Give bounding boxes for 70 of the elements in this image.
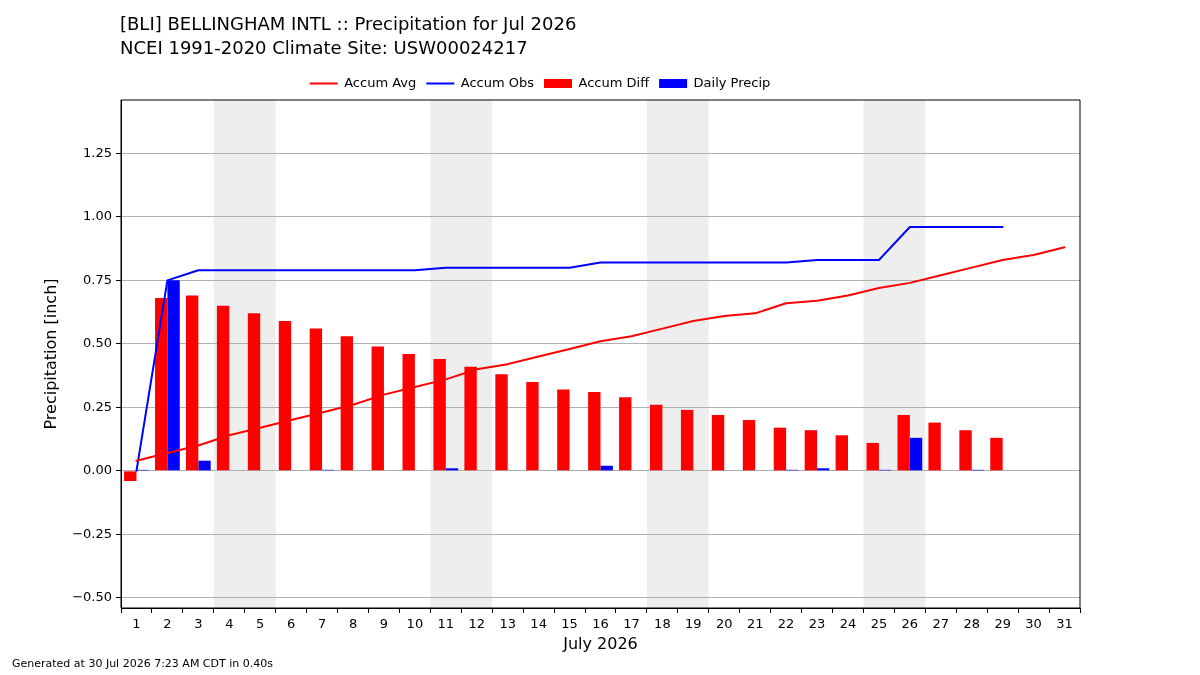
- bar: [959, 430, 972, 471]
- bar: [817, 468, 830, 471]
- x-tick-label: 11: [437, 616, 455, 632]
- x-tick-label: 15: [561, 616, 578, 632]
- bar: [526, 381, 539, 471]
- y-tick-label: 1.00: [83, 208, 112, 224]
- x-tick-label: 6: [287, 616, 296, 632]
- text: Generated at 30 Jul 2026 7:23 AM CDT in 0.40s: [12, 657, 273, 671]
- x-tick-label: 1: [132, 616, 141, 632]
- bar: [990, 437, 1003, 471]
- x-tick-label: 5: [256, 616, 265, 632]
- x-tick-label: 23: [808, 616, 826, 632]
- y-tick-label: 0.50: [83, 335, 112, 351]
- x-axis-title: July 2026: [562, 633, 638, 653]
- x-tick-label: 13: [499, 616, 516, 632]
- x-tick-label: 16: [592, 616, 609, 632]
- x-tick-label: 30: [1025, 616, 1042, 632]
- y-tick-label: 1.25: [83, 144, 112, 160]
- bar: [495, 374, 508, 471]
- bar: [711, 414, 725, 471]
- x-tick-label: 31: [1056, 616, 1073, 632]
- x-tick-label: 22: [777, 616, 795, 632]
- bar: [680, 409, 694, 471]
- bar: [619, 397, 632, 471]
- bar: [124, 471, 137, 481]
- bar: [445, 468, 459, 471]
- x-tick-label: 17: [623, 616, 640, 632]
- bar: [198, 460, 211, 471]
- bar: [804, 430, 818, 471]
- y-tick-label: 0.00: [83, 462, 112, 478]
- y-tick-label: 0.75: [83, 271, 112, 287]
- legend-label: Daily Precip: [693, 74, 771, 90]
- y-tick-label: −0.25: [72, 525, 112, 541]
- legend-label: Accum Avg: [344, 74, 417, 90]
- x-tick-label: 28: [963, 616, 980, 632]
- bar: [588, 392, 601, 471]
- x-tick-label: 8: [348, 616, 358, 632]
- legend-label: Accum Obs: [460, 74, 535, 90]
- bar: [866, 442, 879, 471]
- x-tick-label: 27: [932, 616, 950, 632]
- chart-subtitle: NCEI 1991-2020 Climate Site: USW00024217: [120, 37, 528, 59]
- bar: [909, 437, 923, 471]
- bar: [897, 414, 910, 471]
- x-tick-label: 7: [317, 616, 327, 632]
- x-tick-label: 4: [225, 616, 234, 632]
- bar: [928, 422, 941, 471]
- bar: [742, 420, 756, 471]
- bar: [650, 404, 663, 471]
- bar: [773, 427, 787, 471]
- y-axis-title: Precipitation [inch]: [40, 278, 60, 430]
- x-tick-label: 14: [530, 616, 547, 632]
- x-tick-label: 3: [194, 616, 203, 632]
- bar: [557, 389, 570, 471]
- y-tick-label: 0.25: [83, 398, 112, 414]
- x-tick-label: 24: [839, 616, 857, 632]
- legend-label: Accum Diff: [578, 74, 651, 90]
- x-tick-label: 10: [406, 616, 424, 632]
- x-tick-label: 9: [379, 616, 389, 632]
- bar: [835, 435, 848, 471]
- x-tick-label: 18: [654, 616, 671, 632]
- x-tick-label: 20: [715, 616, 733, 632]
- x-tick-label: 19: [685, 616, 702, 632]
- x-tick-label: 21: [746, 616, 764, 632]
- chart-title: [BLI] BELLINGHAM INTL :: Precipitation for Jul 2026: [120, 13, 577, 35]
- x-tick-label: 2: [163, 616, 172, 632]
- x-tick-label: 29: [994, 616, 1011, 632]
- x-tick-label: 25: [870, 616, 888, 632]
- x-tick-label: 12: [468, 616, 486, 632]
- x-tick-label: 26: [901, 616, 919, 632]
- y-tick-label: −0.50: [72, 589, 112, 605]
